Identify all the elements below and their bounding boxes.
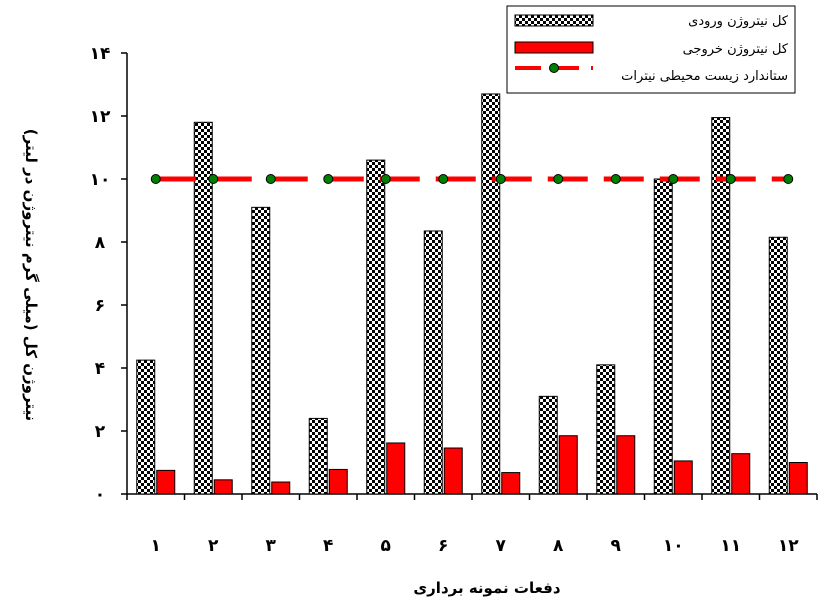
x-tick-label: ۷ (496, 536, 507, 556)
bar-outflow (558, 435, 578, 495)
x-tick-label: ۵ (381, 536, 391, 556)
x-tick-label: ۱۰ (663, 536, 684, 556)
bar-outflow (616, 435, 636, 495)
y-tick-label: ۱۰ (90, 170, 111, 190)
bar-inflow (193, 121, 213, 495)
bar-outflow (673, 460, 693, 495)
x-tick-label: ۴ (323, 536, 333, 556)
bar-inflow (538, 395, 558, 495)
bar-inflow (481, 93, 501, 495)
standard-marker (208, 174, 219, 184)
standard-line-group (150, 174, 794, 184)
bar-inflow (653, 178, 673, 495)
bar-inflow (596, 364, 616, 495)
standard-marker (783, 174, 794, 184)
bar-outflow (271, 481, 291, 495)
legend-swatch-outflow (514, 41, 594, 54)
x-tick-label: ۸ (553, 536, 564, 556)
standard-marker (438, 174, 449, 184)
standard-marker (150, 174, 161, 184)
y-tick-label: ۰ (95, 485, 105, 505)
bar-outflow (788, 462, 808, 495)
x-tick-label: ۱ (151, 536, 161, 556)
standard-marker (323, 174, 334, 184)
legend: کل نیتروژن ورودی کل نیتروژن خروجی ستاندا… (506, 5, 796, 94)
standard-marker (553, 174, 564, 184)
bar-inflow (251, 206, 271, 495)
standard-marker (495, 174, 506, 184)
bar-outflow (213, 479, 233, 495)
bar-outflow (328, 468, 348, 495)
legend-label-standard: ستاندارد زیست محیطی نیترات (621, 69, 788, 84)
x-tick-label: ۳ (266, 536, 277, 556)
y-tick-label: ۴ (95, 359, 105, 379)
x-axis-title: دفعات نمونه برداری (413, 579, 560, 597)
bar-outflow (443, 447, 463, 495)
y-tick-label: ۲ (95, 422, 106, 442)
standard-marker (380, 174, 391, 184)
bar-outflow (156, 469, 176, 495)
x-tick-label: ۹ (611, 536, 622, 556)
standard-marker (610, 174, 621, 184)
y-tick-label: ۱۲ (90, 107, 111, 127)
axes (121, 52, 818, 500)
standard-marker (668, 174, 679, 184)
bar-inflow (136, 359, 156, 495)
bar-outflow (731, 453, 751, 495)
y-tick-label: ۸ (95, 233, 106, 253)
y-tick-label: ۶ (95, 296, 105, 316)
bar-inflow (768, 236, 788, 495)
x-tick-label: ۱۲ (778, 536, 799, 556)
legend-swatch-inflow (514, 14, 594, 27)
legend-swatch-standard-marker (549, 63, 559, 73)
standard-marker (725, 174, 736, 184)
x-tick-label: ۲ (208, 536, 219, 556)
bar-inflow (308, 417, 328, 495)
bar-inflow (366, 159, 386, 495)
y-tick-label: ۱۴ (90, 44, 111, 64)
standard-marker (265, 174, 276, 184)
bar-outflow (501, 472, 521, 495)
bars (136, 93, 808, 495)
legend-label-outflow: کل نیتروژن خروجی (683, 42, 789, 57)
bar-inflow (711, 117, 731, 495)
legend-label-inflow: کل نیتروژن ورودی (688, 14, 789, 29)
bar-outflow (386, 442, 406, 495)
x-tick-label: ۶ (438, 536, 448, 556)
bar-inflow (423, 230, 443, 495)
x-tick-label: ۱۱ (720, 536, 741, 556)
y-axis-title: نیتروژن کل (میلی گرم نیتروژن در لیتر) (22, 129, 40, 421)
